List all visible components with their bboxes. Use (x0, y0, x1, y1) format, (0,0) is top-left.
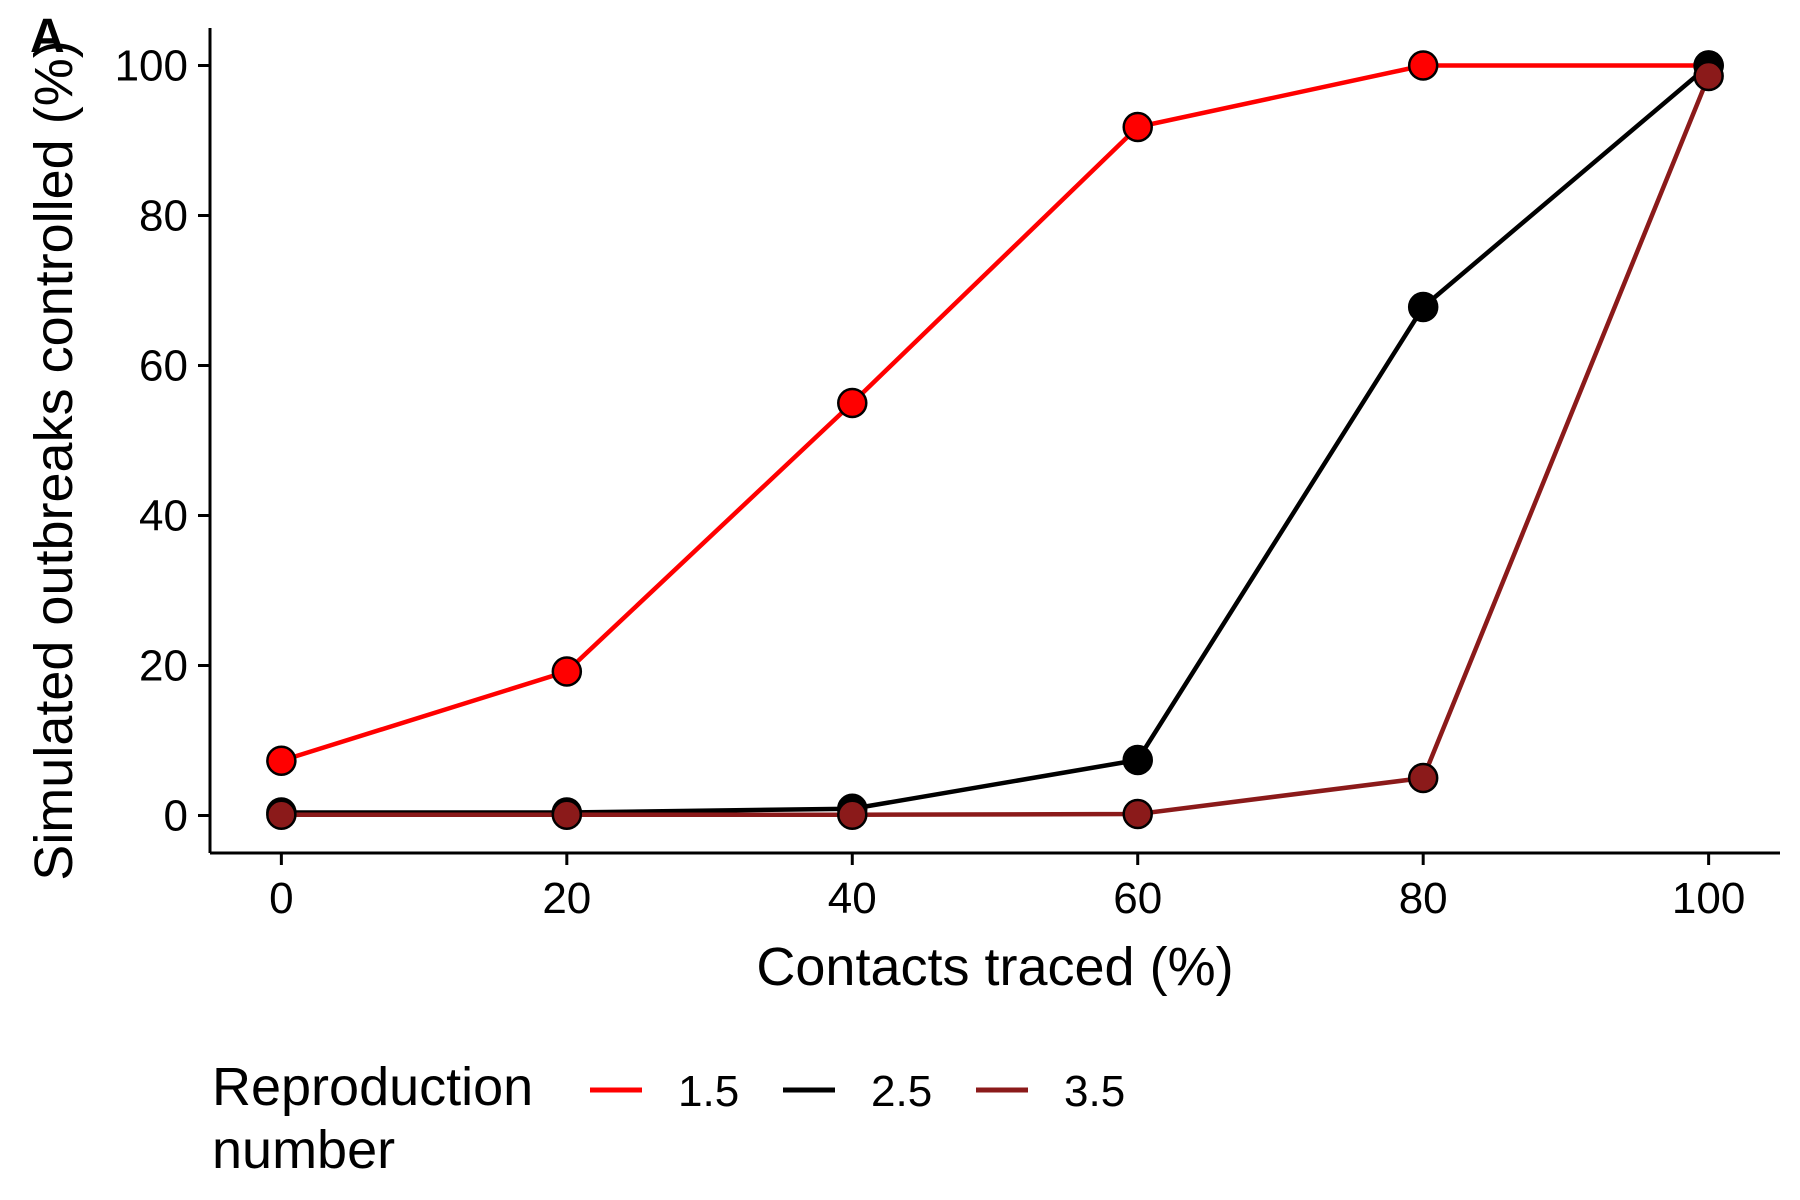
legend-item: 3.5 (976, 1067, 1125, 1116)
data-point (1693, 60, 1724, 92)
series-line (281, 63, 1711, 815)
series-3.5 (281, 75, 1711, 817)
y-tick-label: 20 (139, 642, 188, 691)
y-tick-label: 0 (164, 792, 188, 841)
data-point (266, 799, 297, 830)
data-point (1407, 50, 1439, 81)
series-points-3.5 (266, 60, 1724, 830)
series-line (281, 75, 1711, 817)
data-point (1122, 798, 1153, 830)
panel-tag: A (30, 10, 65, 63)
data-point (551, 799, 583, 830)
legend-title-line: Reproduction (212, 1057, 533, 1117)
x-tick-label: 20 (542, 874, 591, 923)
data-point (1407, 291, 1439, 323)
series-line (280, 63, 1709, 763)
series-1.5 (280, 63, 1709, 763)
chart-marks (266, 50, 1724, 830)
x-tick-label: 100 (1672, 874, 1745, 923)
data-point (837, 799, 868, 830)
data-point (837, 387, 868, 419)
series-points-2.5 (266, 50, 1724, 828)
legend-label: 2.5 (871, 1067, 932, 1116)
y-tick-label: 100 (115, 42, 188, 91)
y-tick-label: 60 (139, 342, 188, 391)
series-2.5 (281, 63, 1711, 815)
x-tick-label: 80 (1399, 874, 1448, 923)
legend-title-line: number (212, 1120, 395, 1180)
data-point (1122, 744, 1153, 776)
y-axis-title: Simulated outbreaks controlled (%) (24, 40, 84, 880)
data-point (551, 656, 583, 687)
x-tick-label: 40 (828, 874, 877, 923)
legend-label: 1.5 (678, 1067, 739, 1116)
series-points-1.5 (266, 50, 1724, 776)
x-tick-label: 0 (269, 874, 293, 923)
data-point (266, 745, 297, 776)
legend-item: 2.5 (783, 1067, 932, 1116)
legend-item: 1.5 (590, 1067, 739, 1116)
chart-axes: 0 20 40 60 80 100 0 20 40 60 80 100 (115, 28, 1780, 923)
y-tick-label: 80 (139, 192, 188, 241)
data-point (1407, 762, 1439, 794)
legend-label: 3.5 (1064, 1067, 1125, 1116)
x-axis-title: Contacts traced (%) (756, 937, 1233, 997)
y-tick-label: 40 (139, 492, 188, 541)
data-point (1122, 111, 1153, 143)
x-tick-label: 60 (1113, 874, 1162, 923)
